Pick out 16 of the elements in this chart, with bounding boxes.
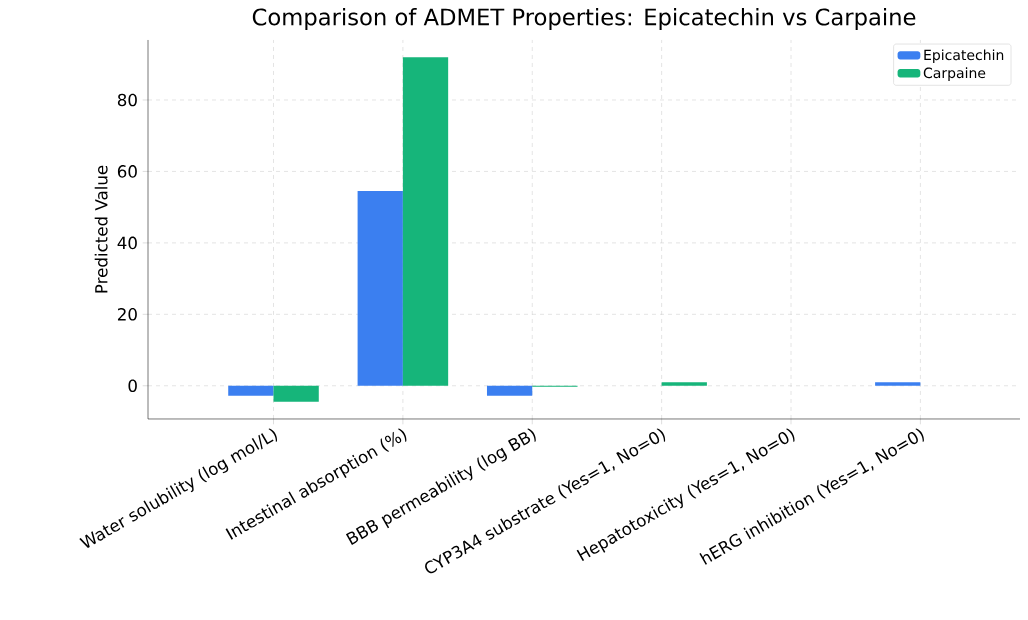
bar	[402, 57, 449, 386]
legend-label: Carpaine	[923, 67, 986, 81]
y-tick-label: 80	[117, 93, 137, 107]
legend-label: Epicatechin	[924, 49, 1004, 63]
y-tick-label: 60	[117, 165, 137, 178]
bar	[486, 385, 533, 396]
bar	[875, 382, 921, 386]
chart-title: Comparison of ADMET Properties: Epicatechin vs Carpaine	[252, 7, 916, 30]
y-tick-label: 40	[117, 236, 137, 250]
y-axis-title: Predicted Value	[94, 165, 108, 293]
bar	[357, 191, 403, 386]
y-tick-label: 20	[117, 308, 137, 321]
y-tick-label: 0	[128, 379, 137, 393]
bar	[228, 385, 274, 396]
bar	[273, 385, 319, 402]
bar	[661, 382, 707, 386]
